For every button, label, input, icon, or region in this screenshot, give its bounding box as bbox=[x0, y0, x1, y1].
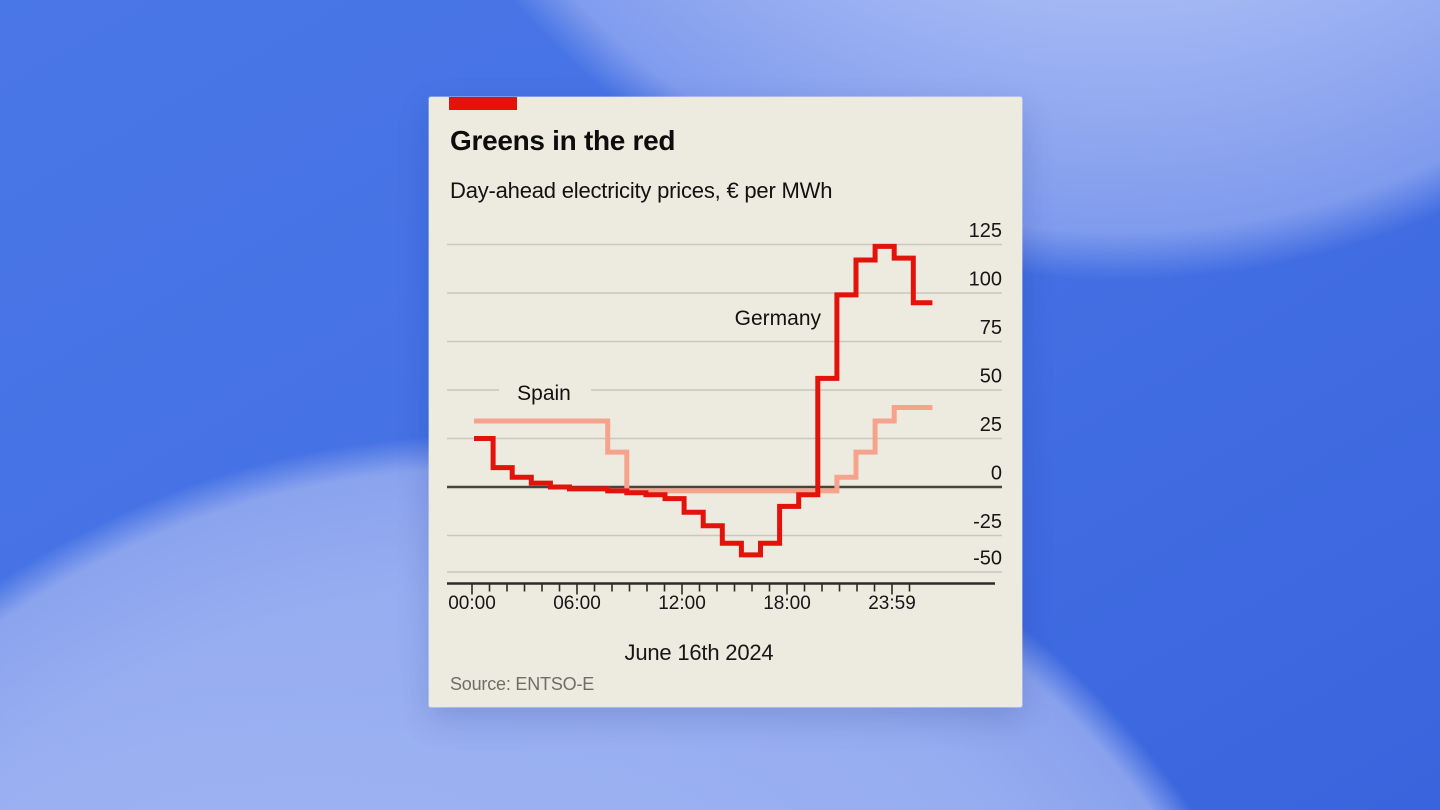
germany-line bbox=[474, 243, 933, 558]
x-tick-label: 18:00 bbox=[763, 593, 811, 614]
x-axis-date-label: June 16th 2024 bbox=[624, 640, 774, 665]
x-tick-label: 06:00 bbox=[553, 593, 601, 614]
y-tick-label: 125 bbox=[969, 220, 1002, 242]
y-tick-label: 75 bbox=[980, 317, 1002, 339]
y-tick-label: 25 bbox=[980, 414, 1002, 436]
spain-line bbox=[474, 405, 933, 494]
x-tick-label: 00:00 bbox=[448, 593, 496, 614]
price-chart: 125 100 75 50 25 0 -25 -50 00:00 06:00 12:00 18:00… bbox=[447, 220, 1002, 614]
y-tick-label: -50 bbox=[973, 548, 1002, 570]
chart-title: Greens in the red bbox=[450, 125, 676, 156]
red-accent-tab bbox=[449, 97, 517, 110]
series-lines bbox=[474, 243, 933, 558]
chart-subtitle: Day-ahead electricity prices, € per MWh bbox=[450, 178, 833, 203]
x-axis bbox=[447, 582, 995, 595]
germany-series-label: Germany bbox=[735, 307, 822, 330]
y-tick-label: 0 bbox=[991, 463, 1002, 485]
x-tick-label: 12:00 bbox=[658, 593, 706, 614]
spain-label-mask bbox=[499, 379, 591, 403]
x-tick-labels: 00:00 06:00 12:00 18:00 23:59 bbox=[448, 593, 916, 614]
spain-label-background bbox=[499, 379, 591, 403]
series-labels: Germany Spain bbox=[517, 307, 821, 405]
source-note: Source: ENTSO-E bbox=[450, 674, 595, 694]
y-tick-label: -25 bbox=[973, 511, 1002, 533]
y-tick-labels: 125 100 75 50 25 0 -25 -50 bbox=[969, 220, 1002, 570]
y-tick-label: 50 bbox=[980, 366, 1002, 388]
spain-series-label: Spain bbox=[517, 382, 571, 405]
y-tick-label: 100 bbox=[969, 269, 1002, 291]
gridlines bbox=[447, 243, 1002, 573]
x-tick-label: 23:59 bbox=[868, 593, 916, 614]
chart-card: Greens in the red Day-ahead electricity … bbox=[429, 97, 1022, 707]
